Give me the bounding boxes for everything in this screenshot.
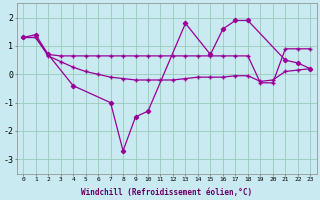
X-axis label: Windchill (Refroidissement éolien,°C): Windchill (Refroidissement éolien,°C) [81,188,252,197]
